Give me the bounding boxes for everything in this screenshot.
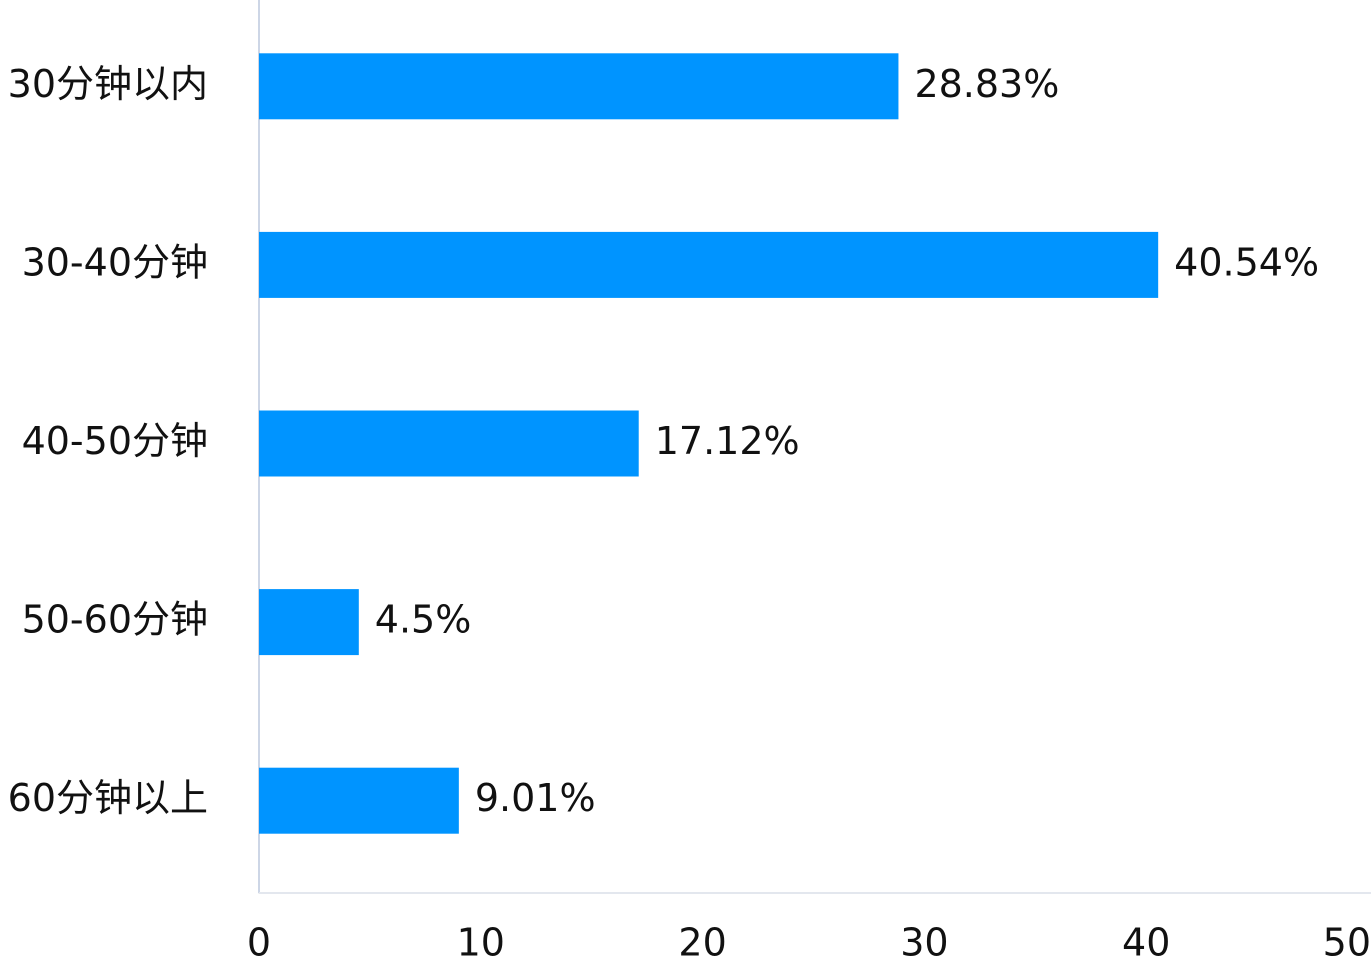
value-label: 28.83% <box>914 62 1059 106</box>
x-tick-label: 30 <box>900 921 948 965</box>
y-tick-label: 30分钟以内 <box>8 62 208 106</box>
value-label: 17.12% <box>655 419 800 463</box>
bar <box>259 410 639 477</box>
bar <box>259 589 359 656</box>
y-tick-label: 60分钟以上 <box>8 776 208 820</box>
y-tick-label: 40-50分钟 <box>22 419 208 463</box>
value-label: 9.01% <box>475 776 596 820</box>
x-tick-label: 10 <box>457 921 505 965</box>
value-label: 40.54% <box>1174 240 1319 284</box>
x-tick-label: 20 <box>678 921 726 965</box>
x-tick-label: 40 <box>1122 921 1170 965</box>
y-tick-label: 50-60分钟 <box>22 598 208 642</box>
x-tick-label: 50 <box>1323 921 1371 965</box>
bar <box>259 767 459 834</box>
value-label: 4.5% <box>375 598 472 642</box>
bar <box>259 231 1159 298</box>
bar <box>259 53 899 120</box>
x-tick-label: 0 <box>247 921 271 965</box>
y-tick-label: 30-40分钟 <box>22 240 208 284</box>
